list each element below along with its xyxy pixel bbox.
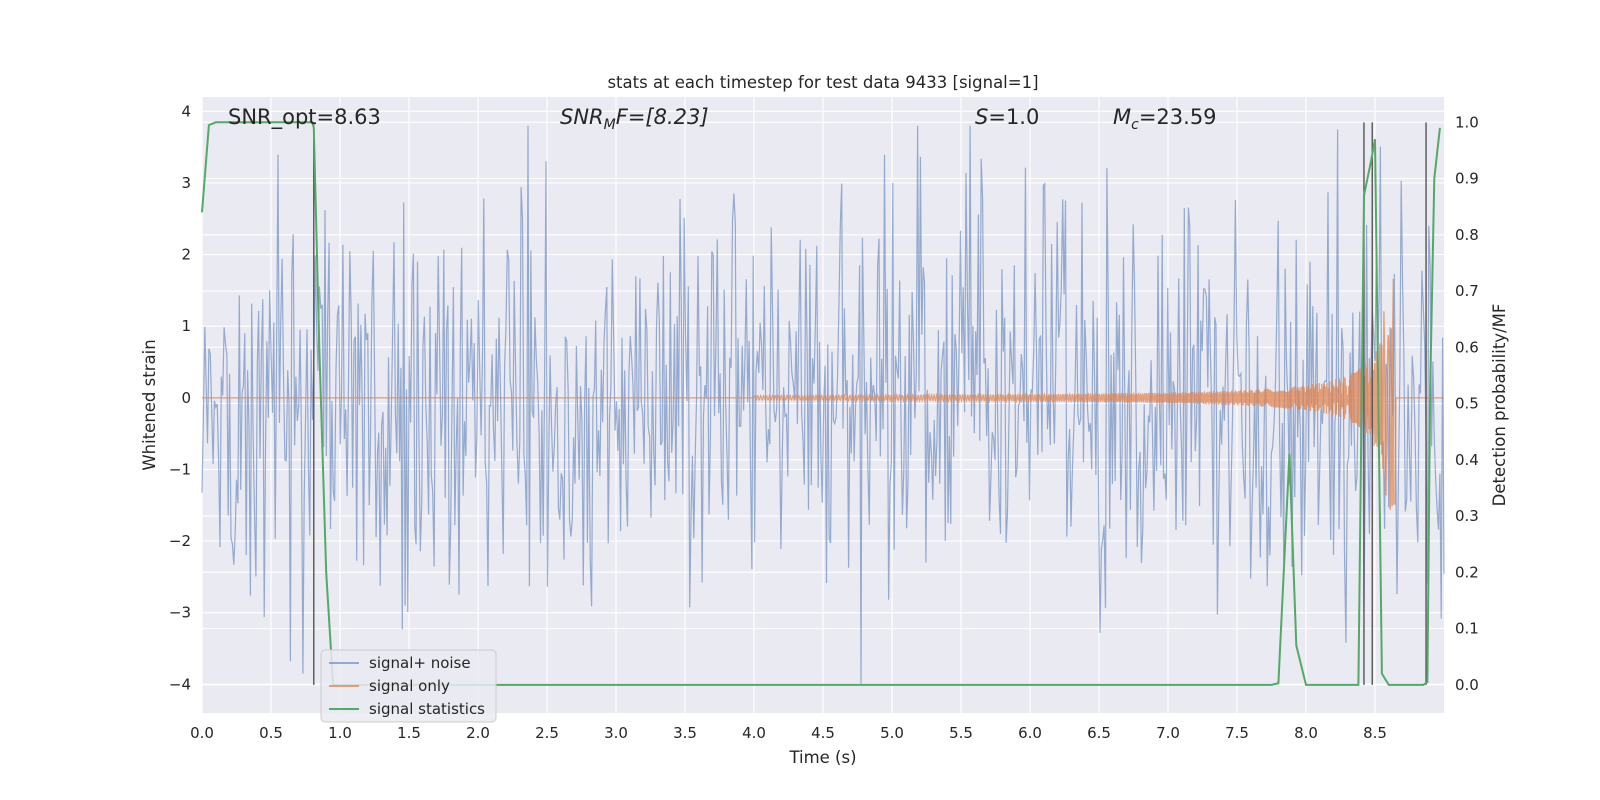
y-tick-label: −2: [169, 532, 191, 550]
x-tick-label: 0.0: [190, 724, 214, 742]
y-axis-label: Whitened strain: [140, 339, 159, 470]
y-right-tick-label: 0.3: [1455, 507, 1479, 525]
x-tick-label: 6.0: [1018, 724, 1042, 742]
x-axis-label: Time (s): [788, 748, 856, 767]
chart-title: stats at each timestep for test data 943…: [607, 73, 1038, 92]
y-right-axis-label: Detection probability/MF: [1490, 304, 1509, 507]
x-tick-label: 8.5: [1363, 724, 1387, 742]
signal-line: [202, 278, 1444, 510]
series-signal-plus-noise: [201, 125, 1445, 684]
annotation-mc: Mc=23.59: [1113, 105, 1217, 133]
y-tick-labels: 4 3 2 1 0 −1 −2 −3 −4: [169, 102, 191, 693]
x-tick-label: 0.5: [259, 724, 283, 742]
y-tick-label: −1: [169, 460, 191, 478]
x-tick-label: 6.5: [1087, 724, 1111, 742]
y-tick-label: 4: [181, 102, 191, 120]
series-signal-statistics: [201, 121, 1441, 686]
y-tick-label: 1: [181, 317, 191, 335]
x-tick-labels: 0.0 0.5 1.0 1.5 2.0 2.5 3.0 3.5 4.0 4.5 5.0 5.5 6.0 6…: [190, 724, 1387, 742]
y-right-tick-labels: 1.0 0.9 0.8 0.7 0.6 0.5 0.4 0.3 0.2 0.1 0.0: [1455, 113, 1479, 694]
x-tick-label: 5.0: [880, 724, 904, 742]
x-tick-label: 2.5: [535, 724, 559, 742]
stats-line: [201, 121, 1441, 686]
noise-line: [201, 125, 1445, 684]
x-tick-label: 1.5: [397, 724, 421, 742]
legend: signal+ noise signal only signal statist…: [320, 649, 497, 723]
legend-label-signal: signal only: [369, 677, 450, 695]
y-right-tick-label: 0.4: [1455, 451, 1479, 469]
annotation-snr-mf: SNRMF=[8.23]: [560, 105, 709, 133]
y-right-tick-label: 0.7: [1455, 282, 1479, 300]
y-right-tick-label: 0.9: [1455, 170, 1479, 188]
series-signal-only: [202, 278, 1444, 510]
vertical-markers: [313, 122, 1427, 685]
annotation-s: S=1.0: [975, 105, 1039, 129]
y-right-tick-label: 0.2: [1455, 563, 1479, 581]
y-right-tick-label: 0.8: [1455, 226, 1479, 244]
y-right-tick-label: 0.1: [1455, 620, 1479, 638]
legend-box: [320, 649, 497, 723]
y-right-tick-label: 0.5: [1455, 395, 1479, 413]
x-tick-label: 8.0: [1294, 724, 1318, 742]
y-tick-label: −3: [169, 604, 191, 622]
y-tick-label: 3: [181, 174, 191, 192]
x-tick-label: 3.5: [673, 724, 697, 742]
x-tick-label: 3.0: [604, 724, 628, 742]
y-right-tick-label: 1.0: [1455, 113, 1479, 131]
x-tick-label: 4.5: [811, 724, 835, 742]
x-tick-label: 7.0: [1156, 724, 1180, 742]
legend-label-stats: signal statistics: [369, 700, 485, 718]
legend-label-noise: signal+ noise: [369, 654, 471, 672]
x-tick-label: 1.0: [328, 724, 352, 742]
x-tick-label: 2.0: [466, 724, 490, 742]
x-tick-label: 7.5: [1225, 724, 1249, 742]
y-tick-label: 0: [181, 389, 191, 407]
y-tick-label: −4: [169, 675, 191, 693]
y-right-tick-label: 0.0: [1455, 676, 1479, 694]
y-right-tick-label: 0.6: [1455, 338, 1479, 356]
annotation-snr-opt: SNR_opt=8.63: [228, 105, 381, 130]
x-tick-label: 5.5: [949, 724, 973, 742]
y-tick-label: 2: [181, 246, 191, 264]
x-tick-label: 4.0: [742, 724, 766, 742]
